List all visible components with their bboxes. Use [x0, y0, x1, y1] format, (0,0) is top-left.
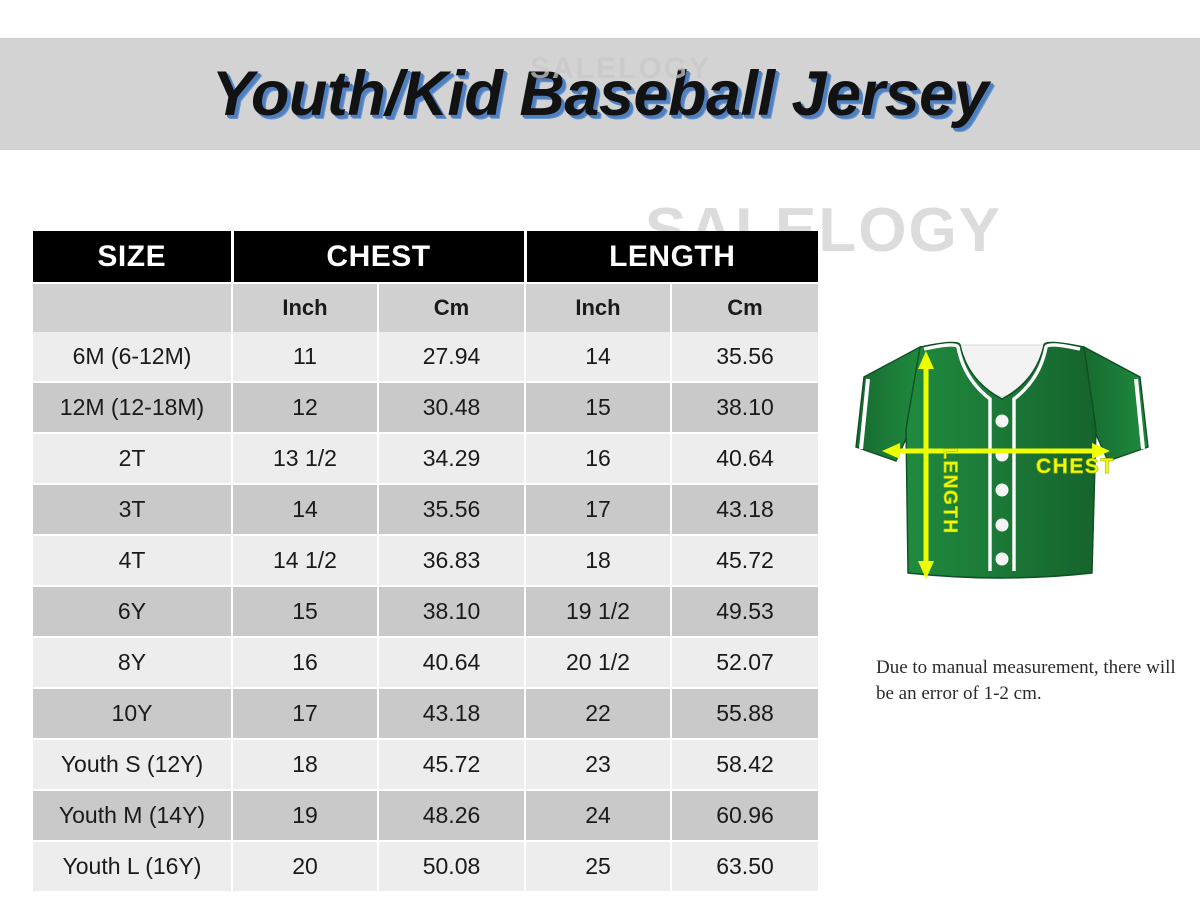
cell-chest-inch: 13 1/2: [232, 433, 379, 485]
jersey-piping-left-shoulder: [923, 343, 992, 571]
jersey-piping-right-shoulder: [1012, 343, 1081, 571]
cell-chest-cm: 45.72: [378, 739, 526, 791]
cell-size: Youth L (16Y): [33, 841, 233, 893]
cell-chest-inch: 17: [232, 688, 379, 740]
cell-chest-inch: 19: [232, 790, 379, 842]
cell-length-inch: 14: [525, 332, 672, 383]
cell-chest-cm: 50.08: [378, 841, 526, 893]
cell-length-cm: 52.07: [671, 637, 819, 689]
unit-header-chest-cm: Cm: [378, 283, 526, 332]
cell-chest-inch: 14 1/2: [232, 535, 379, 587]
table-row: 3T 14 35.56 17 43.18: [33, 484, 819, 536]
cell-chest-cm: 27.94: [378, 332, 526, 383]
cell-length-inch: 15: [525, 382, 672, 434]
table-row: 8Y 16 40.64 20 1/2 52.07: [33, 637, 819, 689]
cell-chest-inch: 15: [232, 586, 379, 638]
cell-length-inch: 25: [525, 841, 672, 893]
cell-chest-inch: 16: [232, 637, 379, 689]
watermark-top: SALELOGY: [530, 52, 712, 85]
cell-chest-inch: 14: [232, 484, 379, 536]
cell-chest-inch: 12: [232, 382, 379, 434]
length-arrow-head-top: [918, 351, 934, 369]
cell-length-cm: 45.72: [671, 535, 819, 587]
cell-length-inch: 18: [525, 535, 672, 587]
length-measure-label: LENGTH: [939, 447, 960, 534]
cell-length-inch: 22: [525, 688, 672, 740]
unit-header-chest-inch: Inch: [232, 283, 379, 332]
cell-size: 4T: [33, 535, 233, 587]
cell-length-cm: 55.88: [671, 688, 819, 740]
cell-length-cm: 38.10: [671, 382, 819, 434]
column-header-size: SIZE: [33, 231, 234, 284]
cell-size: 12M (12-18M): [33, 382, 233, 434]
table-row: 6M (6-12M) 11 27.94 14 35.56: [33, 332, 819, 383]
cell-chest-cm: 40.64: [378, 637, 526, 689]
unit-header-blank: [33, 283, 233, 332]
jersey-button-4: [995, 518, 1009, 532]
cell-chest-cm: 43.18: [378, 688, 526, 740]
cell-size: 10Y: [33, 688, 233, 740]
cell-length-inch: 20 1/2: [525, 637, 672, 689]
cell-chest-cm: 48.26: [378, 790, 526, 842]
table-row: Youth S (12Y) 18 45.72 23 58.42: [33, 739, 819, 791]
title-band: Youth/Kid Baseball Jersey: [0, 38, 1200, 150]
cell-size: 8Y: [33, 637, 233, 689]
chest-measure-label: CHEST: [1036, 455, 1115, 478]
size-chart-table: SIZE CHEST LENGTH Inch Cm Inch Cm 6M (6-…: [33, 231, 819, 893]
table-row: 10Y 17 43.18 22 55.88: [33, 688, 819, 740]
table-row: Youth L (16Y) 20 50.08 25 63.50: [33, 841, 819, 893]
column-header-length: LENGTH: [525, 231, 819, 284]
chest-arrow-head-right: [1092, 443, 1110, 459]
table-group-header-row: SIZE CHEST LENGTH: [33, 231, 819, 284]
table-row: 12M (12-18M) 12 30.48 15 38.10: [33, 382, 819, 434]
cell-size: 6M (6-12M): [33, 332, 233, 383]
cell-size: Youth S (12Y): [33, 739, 233, 791]
page-title: Youth/Kid Baseball Jersey: [211, 58, 989, 129]
cell-size: Youth M (14Y): [33, 790, 233, 842]
column-header-chest: CHEST: [232, 231, 527, 284]
jersey-sleeve-stripe-right: [1134, 378, 1145, 450]
cell-length-cm: 63.50: [671, 841, 819, 893]
unit-header-length-cm: Cm: [671, 283, 819, 332]
table-row: 2T 13 1/2 34.29 16 40.64: [33, 433, 819, 485]
cell-size: 2T: [33, 433, 233, 485]
cell-length-inch: 24: [525, 790, 672, 842]
cell-chest-cm: 30.48: [378, 382, 526, 434]
cell-length-inch: 17: [525, 484, 672, 536]
table-row: Youth M (14Y) 19 48.26 24 60.96: [33, 790, 819, 842]
cell-chest-cm: 35.56: [378, 484, 526, 536]
cell-chest-inch: 11: [232, 332, 379, 383]
cell-length-cm: 60.96: [671, 790, 819, 842]
cell-chest-cm: 34.29: [378, 433, 526, 485]
cell-chest-cm: 38.10: [378, 586, 526, 638]
cell-chest-inch: 20: [232, 841, 379, 893]
chest-arrow-head-left: [882, 443, 900, 459]
unit-header-length-inch: Inch: [525, 283, 672, 332]
size-chart-body: 6M (6-12M) 11 27.94 14 35.56 12M (12-18M) 12 30…: [33, 332, 819, 893]
cell-length-cm: 40.64: [671, 433, 819, 485]
table-row: 6Y 15 38.10 19 1/2 49.53: [33, 586, 819, 638]
cell-length-inch: 23: [525, 739, 672, 791]
cell-size: 6Y: [33, 586, 233, 638]
jersey-button-1: [995, 414, 1009, 428]
cell-length-inch: 19 1/2: [525, 586, 672, 638]
jersey-illustration: CHEST LENGTH: [848, 325, 1188, 595]
table-row: 4T 14 1/2 36.83 18 45.72: [33, 535, 819, 587]
length-arrow-head-bottom: [918, 561, 934, 579]
cell-length-cm: 43.18: [671, 484, 819, 536]
jersey-sleeve-stripe-left: [859, 378, 870, 450]
cell-length-cm: 58.42: [671, 739, 819, 791]
cell-length-inch: 16: [525, 433, 672, 485]
cell-length-cm: 49.53: [671, 586, 819, 638]
jersey-button-3: [995, 483, 1009, 497]
table-unit-header-row: Inch Cm Inch Cm: [33, 283, 819, 332]
cell-size: 3T: [33, 484, 233, 536]
cell-length-cm: 35.56: [671, 332, 819, 383]
cell-chest-cm: 36.83: [378, 535, 526, 587]
measurement-disclaimer: Due to manual measurement, there will be…: [876, 657, 1176, 705]
jersey-button-5: [995, 552, 1009, 566]
cell-chest-inch: 18: [232, 739, 379, 791]
